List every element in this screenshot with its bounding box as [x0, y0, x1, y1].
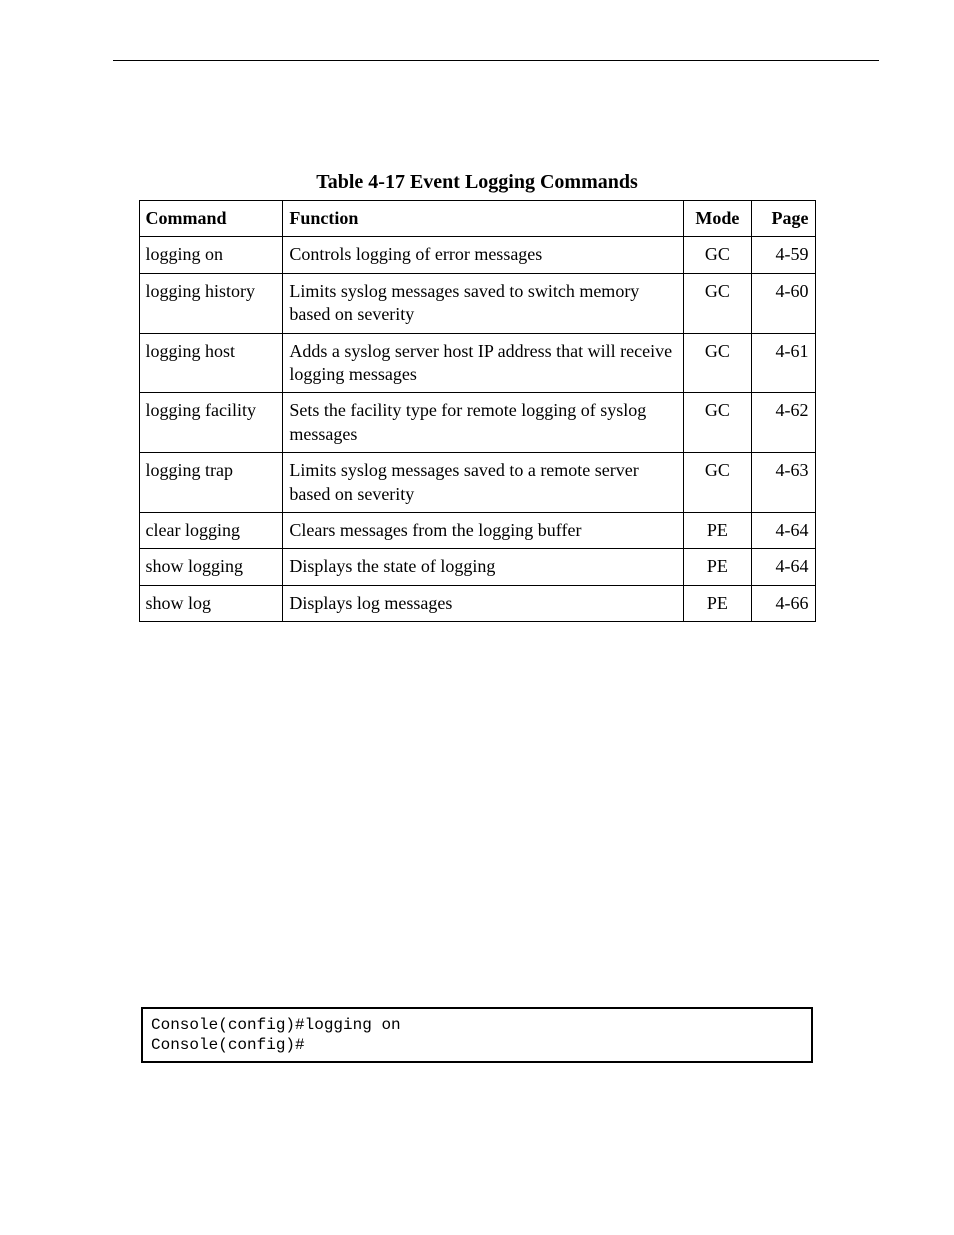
cell-function: Clears messages from the logging buffer: [283, 512, 683, 548]
cell-page: 4-63: [752, 453, 815, 513]
table-row: logging trap Limits syslog messages save…: [139, 453, 815, 513]
cell-mode: GC: [683, 237, 751, 273]
cell-function: Adds a syslog server host IP address tha…: [283, 333, 683, 393]
commands-table: Command Function Mode Page logging on Co…: [139, 200, 816, 622]
example-text: Console(config)#logging on Console(confi…: [151, 1015, 803, 1055]
cell-mode: GC: [683, 273, 751, 333]
cell-page: 4-64: [752, 512, 815, 548]
table-row: logging facility Sets the facility type …: [139, 393, 815, 453]
content-area: Table 4-17 Event Logging Commands Comman…: [0, 61, 954, 1063]
table-row: clear logging Clears messages from the l…: [139, 512, 815, 548]
table-row: show log Displays log messages PE 4-66: [139, 585, 815, 621]
cell-command: clear logging: [139, 512, 283, 548]
cell-mode: PE: [683, 585, 751, 621]
cell-command: logging host: [139, 333, 283, 393]
col-header-function: Function: [283, 201, 683, 237]
table-header-row: Command Function Mode Page: [139, 201, 815, 237]
cell-function: Limits syslog messages saved to a remote…: [283, 453, 683, 513]
col-header-command: Command: [139, 201, 283, 237]
cell-mode: GC: [683, 393, 751, 453]
cell-mode: GC: [683, 453, 751, 513]
cell-page: 4-59: [752, 237, 815, 273]
cell-mode: GC: [683, 333, 751, 393]
col-header-mode: Mode: [683, 201, 751, 237]
cell-page: 4-61: [752, 333, 815, 393]
cell-command: logging history: [139, 273, 283, 333]
table-row: logging host Adds a syslog server host I…: [139, 333, 815, 393]
cell-page: 4-62: [752, 393, 815, 453]
cell-function: Limits syslog messages saved to switch m…: [283, 273, 683, 333]
cell-mode: PE: [683, 549, 751, 585]
cell-function: Sets the facility type for remote loggin…: [283, 393, 683, 453]
example-box: Console(config)#logging on Console(confi…: [141, 1007, 813, 1063]
cell-function: Displays the state of logging: [283, 549, 683, 585]
cell-page: 4-64: [752, 549, 815, 585]
cell-command: show log: [139, 585, 283, 621]
cell-command: logging on: [139, 237, 283, 273]
cell-mode: PE: [683, 512, 751, 548]
col-header-page: Page: [752, 201, 815, 237]
table-row: logging history Limits syslog messages s…: [139, 273, 815, 333]
table-title: Table 4-17 Event Logging Commands: [0, 171, 954, 194]
cell-function: Controls logging of error messages: [283, 237, 683, 273]
table-row: show logging Displays the state of loggi…: [139, 549, 815, 585]
table-row: logging on Controls logging of error mes…: [139, 237, 815, 273]
cell-page: 4-66: [752, 585, 815, 621]
cell-function: Displays log messages: [283, 585, 683, 621]
page-body: Table 4-17 Event Logging Commands Comman…: [0, 0, 954, 1063]
cell-command: logging trap: [139, 453, 283, 513]
cell-command: show logging: [139, 549, 283, 585]
cell-command: logging facility: [139, 393, 283, 453]
cell-page: 4-60: [752, 273, 815, 333]
